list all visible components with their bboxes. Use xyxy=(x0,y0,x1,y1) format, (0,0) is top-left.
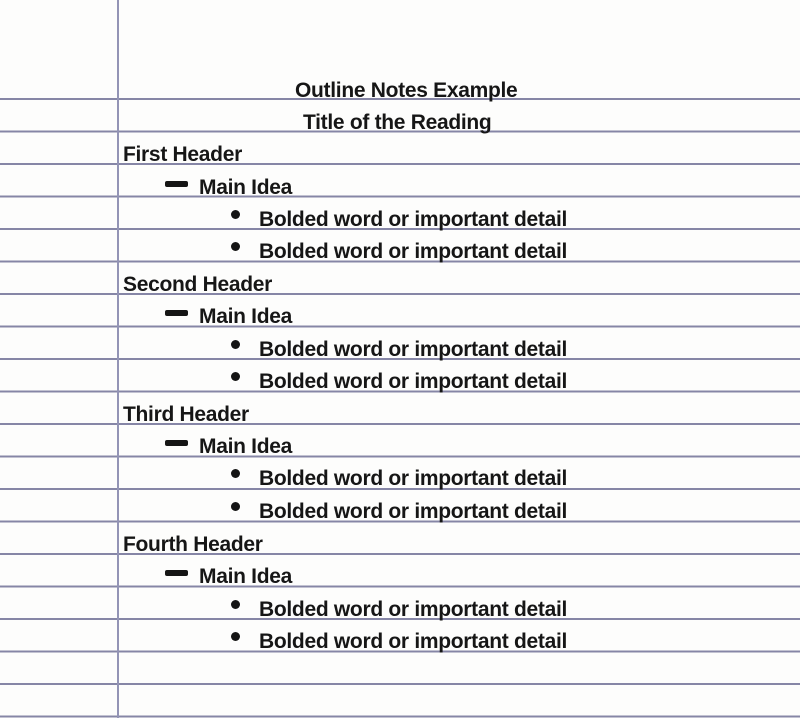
main-idea-line: Main Idea xyxy=(165,306,292,327)
note-subtitle: Title of the Reading xyxy=(303,111,492,134)
bullet-icon xyxy=(231,372,240,381)
detail-bullet-line: Bolded word or important detail xyxy=(231,468,567,489)
detail-text: Bolded word or important detail xyxy=(259,208,568,231)
detail-bullet-line: Bolded word or important detail xyxy=(231,209,567,230)
note-subtitle-text: Title of the Reading xyxy=(303,111,492,134)
section-header: Second Header xyxy=(123,274,272,295)
detail-bullet-line: Bolded word or important detail xyxy=(231,241,567,262)
main-idea-text: Main Idea xyxy=(199,565,292,588)
main-idea-line: Main Idea xyxy=(165,566,292,587)
section-header-text: Second Header xyxy=(123,273,272,296)
dash-icon xyxy=(165,181,188,187)
detail-text: Bolded word or important detail xyxy=(259,338,568,361)
bullet-icon xyxy=(231,502,240,511)
bullet-icon xyxy=(231,632,240,641)
detail-text: Bolded word or important detail xyxy=(259,240,568,263)
note-title-text: Outline Notes Example xyxy=(295,79,518,102)
detail-text: Bolded word or important detail xyxy=(259,598,568,621)
dash-icon xyxy=(165,570,188,576)
bullet-icon xyxy=(231,242,240,251)
detail-text: Bolded word or important detail xyxy=(259,370,568,393)
bullet-icon xyxy=(231,210,240,219)
section-header-text: First Header xyxy=(123,143,242,166)
dash-icon xyxy=(165,310,188,316)
main-idea-text: Main Idea xyxy=(199,305,292,328)
main-idea-line: Main Idea xyxy=(165,436,292,457)
bullet-icon xyxy=(231,469,240,478)
dash-icon xyxy=(165,440,188,446)
bullet-icon xyxy=(231,340,240,349)
detail-bullet-line: Bolded word or important detail xyxy=(231,339,567,360)
ruled-lines xyxy=(0,98,800,718)
section-header: Fourth Header xyxy=(123,534,263,555)
detail-bullet-line: Bolded word or important detail xyxy=(231,599,567,620)
section-header: Third Header xyxy=(123,404,249,425)
main-idea-line: Main Idea xyxy=(165,177,292,198)
detail-bullet-line: Bolded word or important detail xyxy=(231,631,567,652)
detail-text: Bolded word or important detail xyxy=(259,500,568,523)
detail-bullet-line: Bolded word or important detail xyxy=(231,501,567,522)
detail-text: Bolded word or important detail xyxy=(259,630,568,653)
section-header-text: Fourth Header xyxy=(123,533,263,556)
margin-line xyxy=(117,0,119,718)
detail-text: Bolded word or important detail xyxy=(259,467,568,490)
section-header: First Header xyxy=(123,144,242,165)
bullet-icon xyxy=(231,600,240,609)
note-title: Outline Notes Example xyxy=(295,79,518,102)
main-idea-text: Main Idea xyxy=(199,176,292,199)
main-idea-text: Main Idea xyxy=(199,435,292,458)
section-header-text: Third Header xyxy=(123,403,249,426)
detail-bullet-line: Bolded word or important detail xyxy=(231,371,567,392)
